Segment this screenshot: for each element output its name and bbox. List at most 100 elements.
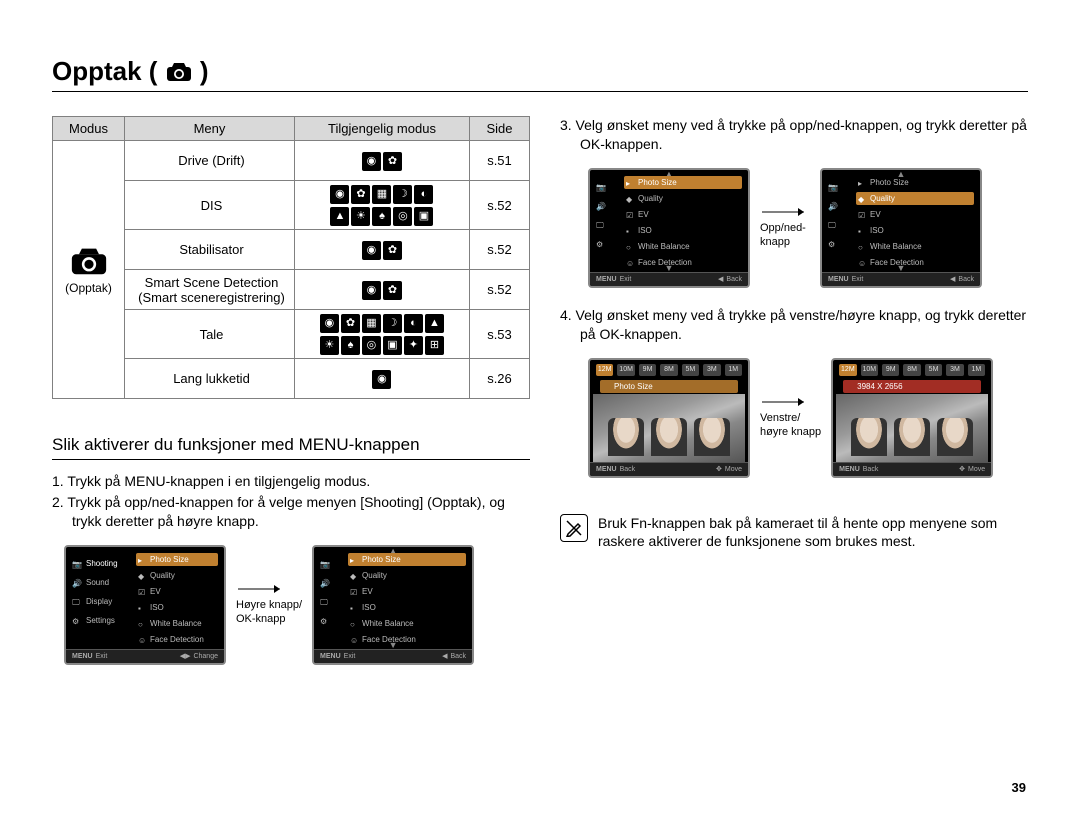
- arrow-label-r2: Venstre/høyre knapp: [760, 412, 821, 440]
- screen-left-item: ⚙Settings: [72, 614, 124, 628]
- bottom-back-2: Back: [726, 276, 742, 283]
- step-4: 4. Velg ønsket meny ved å trykke på vens…: [560, 306, 1028, 344]
- table-side: s.51: [469, 141, 529, 181]
- menu-btn-label-4: MENU: [828, 276, 849, 283]
- table-side: s.52: [469, 230, 529, 270]
- size-icon: 12M: [596, 364, 613, 376]
- screen-right-item: ○White Balance: [856, 240, 974, 253]
- screen-menu-main: 📷Shooting🔊Sound🖵Display⚙Settings ▸Photo …: [64, 545, 226, 665]
- th-modus: Modus: [53, 117, 125, 141]
- mode-icon: ♠: [372, 207, 391, 226]
- size-icon: 10M: [617, 364, 634, 376]
- step-1: 1. Trykk på MENU-knappen i en tilgjengel…: [52, 472, 530, 491]
- mode-icon: ◉: [362, 281, 381, 300]
- page-title: Opptak ( ): [52, 56, 1028, 92]
- modus-cell: (Opptak): [53, 141, 125, 399]
- mode-icon: ♠: [341, 336, 360, 355]
- th-side: Side: [469, 117, 529, 141]
- screen-menu-sub-b: ▲ 📷🔊🖵⚙ ▸Photo Size◆Quality☑EV▪ISO○White …: [820, 168, 982, 288]
- table-meny: Tale: [125, 310, 295, 359]
- screen-right-item: ▪ISO: [624, 224, 742, 237]
- mode-icon: ☀: [320, 336, 339, 355]
- mode-icon: ☽: [383, 314, 402, 333]
- bottom-back-4: Back: [620, 466, 636, 473]
- bottom-exit-4: Exit: [852, 276, 864, 283]
- screen-right-item: ◆Quality: [348, 569, 466, 582]
- right-column: 3. Velg ønsket meny ved å trykke på opp/…: [560, 116, 1028, 665]
- info-text: Bruk Fn-knappen bak på kameraet til å he…: [598, 514, 1028, 552]
- size-icon: 9M: [882, 364, 899, 376]
- bottom-back-5: Back: [863, 466, 879, 473]
- screen-photo-size-b: 12M10M9M8M5M3M1M 3984 X 2656 MENU Back ✥…: [831, 358, 993, 478]
- step-3: 3. Velg ønsket meny ved å trykke på opp/…: [560, 116, 1028, 154]
- screen-left-item: 📷: [828, 180, 846, 194]
- table-icons: ◉✿▦☽◐▲☀♠◎▣✦⊞: [295, 310, 470, 359]
- screen-menu-sub: ▲ 📷🔊🖵⚙ ▸Photo Size◆Quality☑EV▪ISO○White …: [312, 545, 474, 665]
- screen-right-item: ☺Face Detection: [136, 633, 218, 646]
- mode-icon: ☀: [351, 207, 370, 226]
- mode-icon: ▣: [414, 207, 433, 226]
- right-steps-2: 4. Velg ønsket meny ved å trykke på vens…: [560, 306, 1028, 344]
- screen-left-item: 📷: [596, 180, 614, 194]
- arrow-right-icon: [236, 583, 286, 595]
- camera-icon: [165, 60, 193, 82]
- screen-right-item: ◆Quality: [136, 569, 218, 582]
- mode-icon: ◉: [330, 185, 349, 204]
- left-screens-row: 📷Shooting🔊Sound🖵Display⚙Settings ▸Photo …: [64, 545, 530, 665]
- screen-right-item: ○White Balance: [348, 617, 466, 630]
- size-icon: 5M: [682, 364, 699, 376]
- size-icon: 9M: [639, 364, 656, 376]
- bottom-exit: Exit: [96, 653, 108, 660]
- mode-icon: ▲: [330, 207, 349, 226]
- menu-btn-label-3: MENU: [596, 276, 617, 283]
- screen-left-item: 🖵: [828, 218, 846, 232]
- table-side: s.52: [469, 270, 529, 310]
- mode-icon: ✿: [383, 241, 402, 260]
- screen-right-item: ☑EV: [348, 585, 466, 598]
- size-icon: 1M: [968, 364, 985, 376]
- table-side: s.52: [469, 181, 529, 230]
- mode-icon: ▦: [372, 185, 391, 204]
- mode-icon: ◉: [362, 241, 381, 260]
- page-title-suffix: ): [200, 56, 209, 86]
- table-icons: ◉✿: [295, 141, 470, 181]
- table-meny: Smart Scene Detection(Smart sceneregistr…: [125, 270, 295, 310]
- screen-right-item: ○White Balance: [136, 617, 218, 630]
- bottom-back-3: Back: [958, 276, 974, 283]
- size-icon: 8M: [660, 364, 677, 376]
- screen-right-item: ◆Quality: [856, 192, 974, 205]
- mode-icon: ◉: [362, 152, 381, 171]
- info-box: Bruk Fn-knappen bak på kameraet til å he…: [560, 514, 1028, 552]
- mode-icon: ▦: [362, 314, 381, 333]
- screen-left-item: 🖵: [596, 218, 614, 232]
- table-side: s.53: [469, 310, 529, 359]
- mode-icon: ✿: [351, 185, 370, 204]
- screen-left-item: 🖵Display: [72, 595, 124, 609]
- ps-label: Photo Size: [600, 380, 738, 393]
- table-meny: Drive (Drift): [125, 141, 295, 181]
- bottom-move-2: Move: [968, 466, 985, 473]
- mode-icon: ▲: [425, 314, 444, 333]
- bottom-back: Back: [450, 653, 466, 660]
- mode-icon: ⊞: [425, 336, 444, 355]
- size-icon: 3M: [703, 364, 720, 376]
- screen-right-item: ▪ISO: [136, 601, 218, 614]
- size-icon: 12M: [839, 364, 856, 376]
- screen-left-item: 📷Shooting: [72, 557, 124, 571]
- menu-btn-label-5: MENU: [596, 466, 617, 473]
- page-title-text: Opptak (: [52, 56, 157, 86]
- arrow-label-r1: Opp/ned-knapp: [760, 222, 806, 250]
- size-icon: 8M: [903, 364, 920, 376]
- mode-icon: ◐: [404, 314, 423, 333]
- screen-left-item: ⚙: [596, 237, 614, 251]
- screen-left-item: 🔊: [320, 576, 338, 590]
- note-icon: [560, 514, 588, 542]
- screen-left-item: 🔊: [828, 199, 846, 213]
- menu-btn-label: MENU: [72, 653, 93, 660]
- screen-right-item: ▸Photo Size: [136, 553, 218, 566]
- table-icons: ◉: [295, 359, 470, 399]
- screen-right-item: ☑EV: [856, 208, 974, 221]
- size-icon: 10M: [861, 364, 878, 376]
- mode-icon: ▣: [383, 336, 402, 355]
- right-screens-row-2: 12M10M9M8M5M3M1M Photo Size MENU Back ✥ …: [588, 358, 1028, 478]
